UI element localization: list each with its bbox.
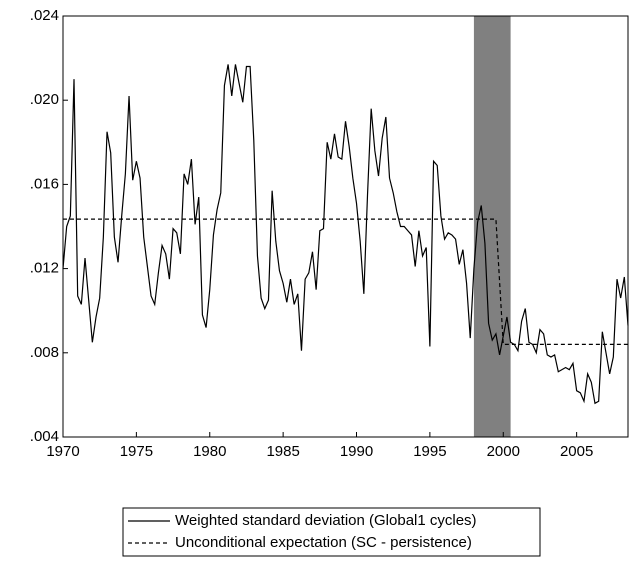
series-line bbox=[63, 218, 628, 345]
legend-label: Weighted standard deviation (Global1 cyc… bbox=[175, 512, 477, 529]
series-line bbox=[62, 64, 629, 405]
y-tick-label: .016 bbox=[30, 175, 59, 192]
y-tick-label: .012 bbox=[30, 260, 59, 277]
plot-frame bbox=[62, 15, 629, 438]
x-tick-label: 1980 bbox=[193, 443, 226, 460]
legend-box bbox=[122, 507, 541, 557]
x-tick-label: 1985 bbox=[266, 443, 299, 460]
x-tick-label: 1990 bbox=[340, 443, 373, 460]
x-tick-label: 1975 bbox=[120, 443, 153, 460]
y-tick-label: .004 bbox=[30, 428, 59, 445]
x-tick-label: 1995 bbox=[413, 443, 446, 460]
legend-label: Unconditional expectation (SC - persiste… bbox=[175, 534, 472, 551]
x-tick-label: 2000 bbox=[487, 443, 520, 460]
shaded-period bbox=[473, 16, 511, 437]
x-tick-label: 2005 bbox=[560, 443, 593, 460]
x-tick-label: 1970 bbox=[46, 443, 79, 460]
y-tick-label: .008 bbox=[30, 344, 59, 361]
y-tick-label: .024 bbox=[30, 7, 59, 24]
y-tick-label: .020 bbox=[30, 91, 59, 108]
